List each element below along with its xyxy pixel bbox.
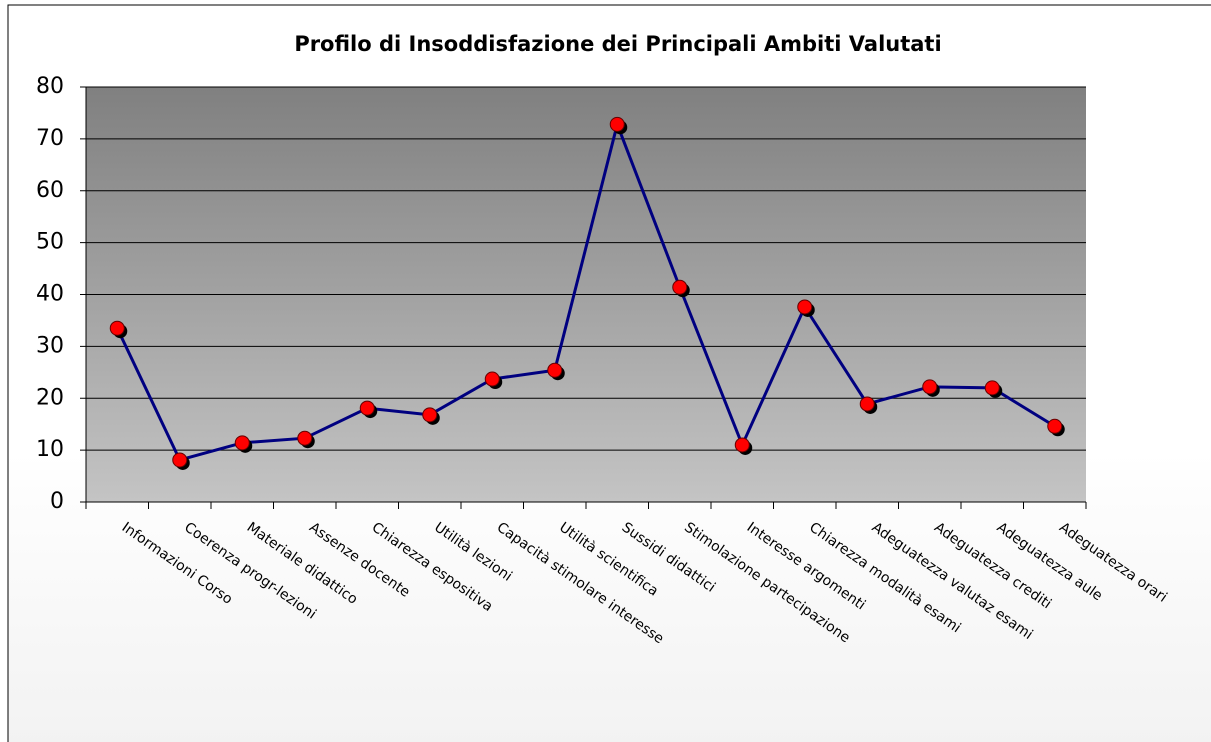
marker bbox=[234, 435, 250, 451]
title-box bbox=[205, 27, 1031, 61]
y-tick-label: 30 bbox=[36, 333, 64, 358]
marker bbox=[672, 279, 688, 295]
y-tick-label: 40 bbox=[36, 282, 64, 307]
series-line bbox=[115, 119, 1056, 462]
y-tick-label: 60 bbox=[36, 178, 64, 203]
marker bbox=[422, 407, 438, 423]
marker bbox=[922, 379, 938, 395]
y-tick-label: 80 bbox=[36, 74, 64, 99]
y-tick-label: 20 bbox=[36, 385, 64, 410]
marker bbox=[609, 116, 625, 132]
marker bbox=[734, 437, 750, 453]
marker bbox=[109, 320, 125, 336]
y-tick-label: 70 bbox=[36, 126, 64, 151]
marker bbox=[172, 452, 188, 468]
marker bbox=[859, 396, 875, 412]
marker bbox=[297, 430, 313, 446]
y-tick-label: 10 bbox=[36, 437, 64, 462]
y-tick-label: 50 bbox=[36, 230, 64, 255]
marker bbox=[359, 400, 375, 416]
marker bbox=[547, 362, 563, 378]
marker bbox=[1047, 418, 1063, 434]
chart-title: Profilo di Insoddisfazione dei Principal… bbox=[294, 32, 941, 56]
y-tick-label: 0 bbox=[50, 489, 64, 514]
marker bbox=[797, 299, 813, 315]
marker bbox=[984, 380, 1000, 396]
marker bbox=[484, 371, 500, 387]
